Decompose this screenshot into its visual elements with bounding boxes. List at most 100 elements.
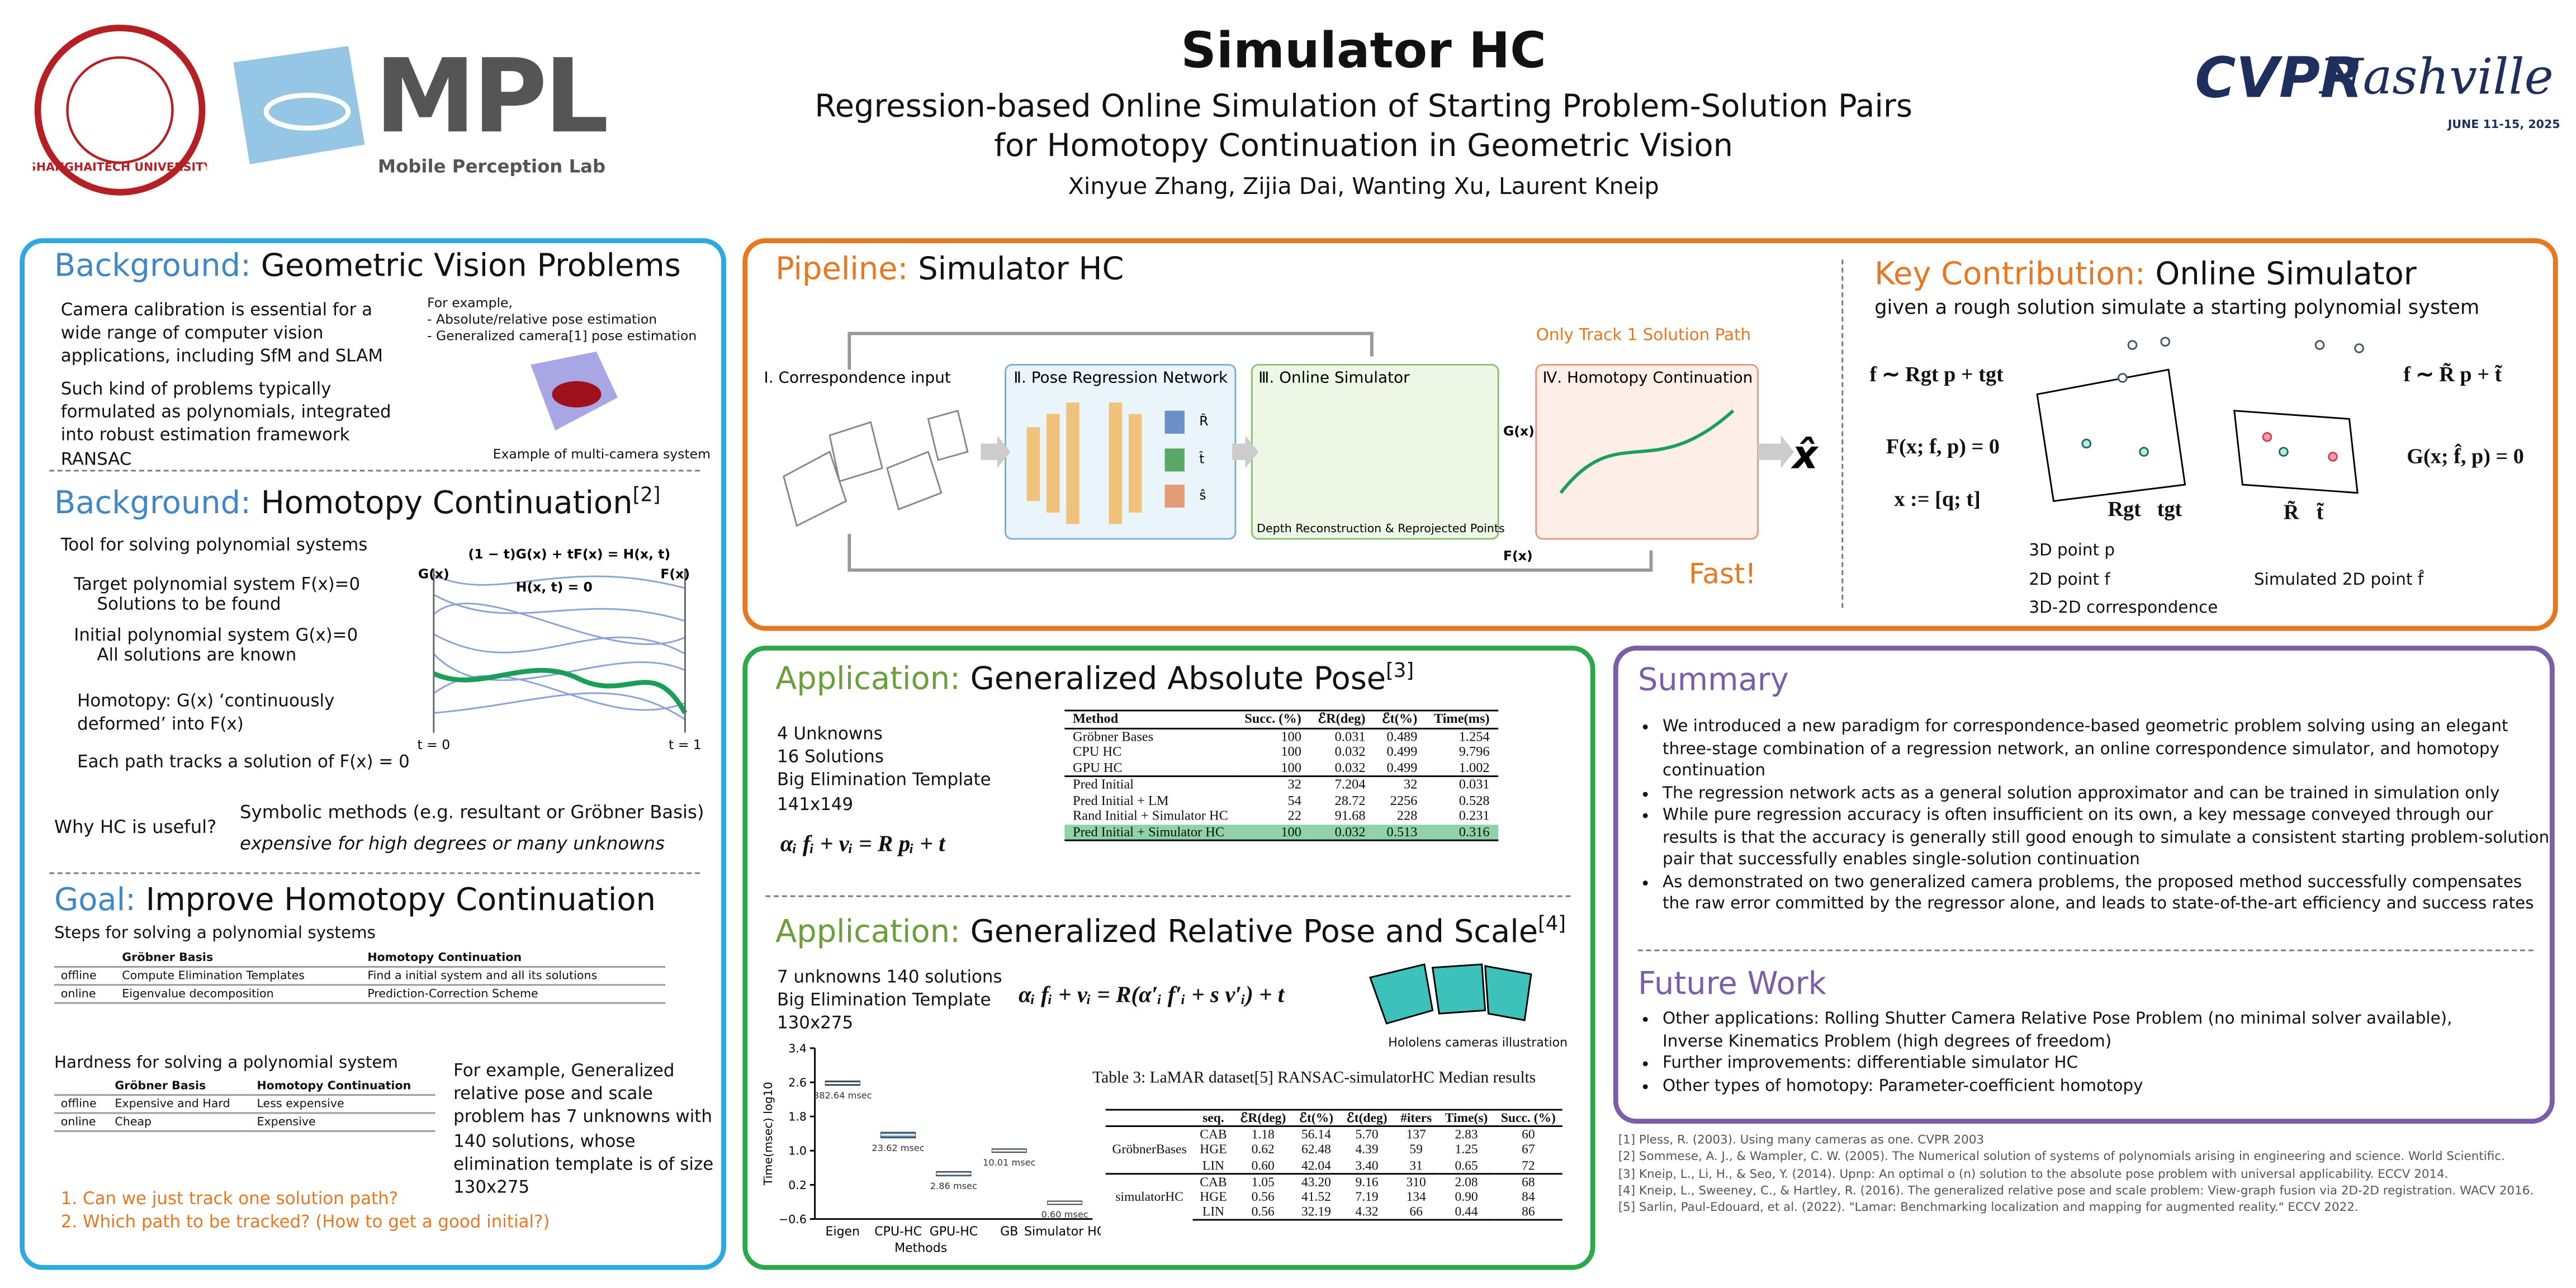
x-tick-label: GPU-HC xyxy=(930,1225,978,1239)
list-item: As demonstrated on two generalized camer… xyxy=(1663,872,2550,916)
group-label: GröbnerBases xyxy=(1105,1125,1194,1174)
paragraph: Such kind of problems typically formulat… xyxy=(60,379,391,470)
text: Symbolic methods (e.g. resultant or Gröb… xyxy=(240,802,704,823)
cell: GPU HC xyxy=(1073,760,1123,775)
application-panel xyxy=(742,645,1595,1270)
example-intro: For example, xyxy=(427,295,513,311)
lab-sub: Mobile Perception Lab xyxy=(377,156,606,178)
heading: Key Contribution: Online Simulator xyxy=(1874,256,2417,292)
row: offline Expensive and Hard Less expensive xyxy=(54,1095,435,1114)
divider xyxy=(765,895,1571,897)
heading-rest: Generalized Relative Pose and Scale xyxy=(970,913,1538,950)
caption: Example of multi-camera system xyxy=(493,447,711,462)
list-item: We introduced a new paradigm for corresp… xyxy=(1663,716,2550,783)
cell: 1.002 xyxy=(1459,760,1490,775)
info: 4 Unknowns 16 Solutions Big Elimination Te… xyxy=(777,723,991,816)
legend-item: 2D point f xyxy=(2029,571,2110,590)
row: online Eigenvalue decomposition Prediction… xyxy=(54,984,666,1004)
cell: 59 xyxy=(1409,1142,1423,1158)
fig-label: tgt xyxy=(2157,496,2182,521)
text: Solutions to be found xyxy=(97,594,281,615)
header-row: Gröbner Basis Homotopy Continuation xyxy=(54,1077,435,1096)
cell: 86 xyxy=(1494,1204,1562,1221)
row: offline Compute Elimination Templates Find… xyxy=(54,967,666,986)
row-label: offline xyxy=(54,967,116,986)
cell: 41.52 xyxy=(1301,1189,1331,1204)
table-body: Gröbner Bases 100 0.031 0.489 1.254 CPU HC 100… xyxy=(1064,728,1498,841)
cell: 0.489 xyxy=(1386,728,1418,744)
cell: HGE xyxy=(1200,1189,1227,1204)
header-cell: Gröbner Basis xyxy=(115,949,361,968)
heading-rest: Simulator HC xyxy=(918,251,1124,288)
cell: 67 xyxy=(1522,1142,1535,1158)
hololens-figure xyxy=(1369,963,1532,1025)
citation: [3] xyxy=(1386,659,1414,682)
subtitle: given a rough solution simulate a starti… xyxy=(1874,295,2480,319)
pipeline-panel xyxy=(742,238,2558,631)
list-item: Other types of homotopy: Parameter-coeff… xyxy=(1663,1075,2517,1097)
left-panel xyxy=(20,238,726,1270)
cell: 60 xyxy=(1494,1125,1562,1143)
heading: Goal: Improve Homotopy Continuation xyxy=(54,882,656,918)
heading: Future Work xyxy=(1637,966,1826,1002)
list-item: - Generalized camera[1] pose estimation xyxy=(427,329,697,344)
cell: 9.16 xyxy=(1339,1172,1394,1190)
text: Tool for solving polynomial systems xyxy=(60,536,368,556)
equation: F(x; f, p) = 0 xyxy=(1886,433,2000,458)
cell: 32 xyxy=(1287,777,1301,792)
cell: 9.796 xyxy=(1459,744,1490,759)
text: Homotopy: G(x) ‘continuously deformed’ i… xyxy=(77,692,335,735)
subtitle-1: Regression-based Online Simulation of St… xyxy=(815,88,1912,125)
heading-key: Pipeline: xyxy=(775,251,908,288)
row: Pred Initial + Simulator HC 100 0.032 0.513… xyxy=(1064,824,1498,841)
stage-label: Ⅰ. Correspondence input xyxy=(764,368,951,387)
net-output: ŝ xyxy=(1199,487,1206,503)
projection-figure xyxy=(2036,337,2364,502)
heading: Background: Geometric Vision Problems xyxy=(54,248,681,285)
y-axis-label: Time(msec) log10 xyxy=(761,1082,775,1186)
cell: 1.18 xyxy=(1233,1125,1293,1143)
cell: 43.20 xyxy=(1292,1172,1340,1190)
cell: 0.031 xyxy=(1459,777,1490,792)
cell: Gröbner Bases xyxy=(1073,728,1154,744)
cell: 32.19 xyxy=(1292,1204,1340,1221)
cell: 1.05 xyxy=(1233,1172,1293,1190)
cell: 0.528 xyxy=(1459,793,1490,808)
cell: 22 xyxy=(1287,808,1301,823)
cvpr-date: JUNE 11-15, 2025 xyxy=(2447,118,2560,132)
cell: 2256 xyxy=(1390,793,1418,808)
homotopy-figure: (1 − t)G(x) + tF(x) = H(x, t) G(x) F(x) … xyxy=(417,546,701,752)
divider xyxy=(49,872,700,874)
multicam-figure xyxy=(531,351,618,430)
f-label: F(x) xyxy=(1503,548,1533,564)
list-item: 16 Solutions xyxy=(777,747,884,768)
fig-label: H(x, t) = 0 xyxy=(516,579,593,595)
relative-table: seq. ℰR(deg) ℰt(%) ℰt(deg) #iters Time(s) Succ… xyxy=(1105,1109,1562,1221)
list-item: 7 unknowns 140 solutions xyxy=(777,967,1002,988)
authors: Xinyue Zhang, Zijia Dai, Wanting Xu, Lau… xyxy=(1068,174,1659,201)
header-cell: Succ. (%) xyxy=(1244,711,1301,726)
row: LIN 0.56 32.19 4.32 66 0.44 86 xyxy=(1106,1204,1562,1221)
heading-rest: Generalized Absolute Pose xyxy=(970,661,1386,698)
divider xyxy=(49,470,700,472)
cell: 228 xyxy=(1396,808,1418,823)
heading: Pipeline: Simulator HC xyxy=(775,252,1124,288)
text: Target polynomial system F(x)=0 xyxy=(74,575,361,595)
cell: 28.72 xyxy=(1334,793,1366,808)
row: LIN 0.60 42.04 3.40 31 0.65 72 xyxy=(1106,1158,1562,1173)
hardness-table: Gröbner Basis Homotopy Continuation offlin… xyxy=(54,1077,435,1132)
cell: 0.56 xyxy=(1251,1189,1275,1204)
list-item: [4] Kneip, L., Sweeney, C., & Hartley, R… xyxy=(1618,1183,2534,1198)
cell: 0.90 xyxy=(1455,1189,1478,1204)
heading-key: Goal: xyxy=(54,882,136,918)
row-label: offline xyxy=(54,1095,108,1114)
row: online Cheap Expensive xyxy=(54,1113,435,1132)
text: Steps for solving a polynomial systems xyxy=(54,925,376,943)
net-output: t̂ xyxy=(1199,451,1204,467)
list-item: 2. Which path to be tracked? (How to get… xyxy=(60,1213,550,1233)
heading-key: Background: xyxy=(54,485,251,522)
header-cell: seq. xyxy=(1202,1110,1224,1126)
absolute-table: Method Succ. (%) ℰR(deg) ℰt(%) Time(ms) Gröbn… xyxy=(1064,710,1498,842)
cell: 0.032 xyxy=(1334,744,1366,759)
